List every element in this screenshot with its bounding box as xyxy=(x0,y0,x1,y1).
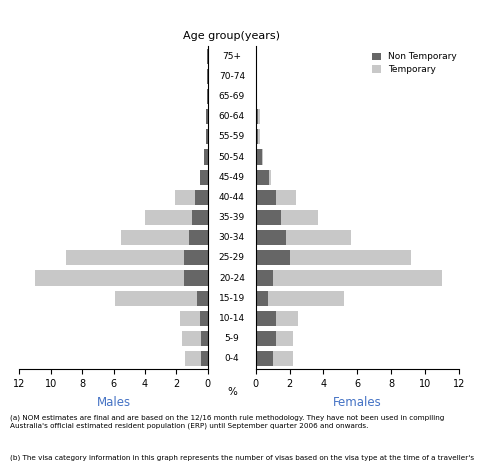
Bar xyxy=(35,271,208,286)
Bar xyxy=(207,48,208,64)
Bar xyxy=(115,290,208,306)
Text: (b) The visa category information in this graph represents the number of visas b: (b) The visa category information in thi… xyxy=(10,454,474,461)
Bar xyxy=(256,210,281,225)
Bar xyxy=(256,69,257,84)
Bar xyxy=(256,109,260,124)
Text: 55-59: 55-59 xyxy=(219,132,245,142)
Bar xyxy=(256,351,272,366)
Bar xyxy=(256,129,258,144)
Bar xyxy=(201,351,208,366)
Text: Females: Females xyxy=(333,396,381,409)
Bar xyxy=(256,271,272,286)
Bar xyxy=(196,190,208,205)
Bar xyxy=(256,351,293,366)
Bar xyxy=(192,210,208,225)
Bar xyxy=(206,89,208,104)
Text: (a) NOM estimates are final and are based on the 12/16 month rule methodology. T: (a) NOM estimates are final and are base… xyxy=(10,415,444,429)
Bar xyxy=(201,331,208,346)
Bar xyxy=(256,190,276,205)
Text: 35-39: 35-39 xyxy=(219,213,245,222)
Bar xyxy=(256,230,286,245)
Bar xyxy=(200,170,208,185)
Bar xyxy=(256,69,257,84)
Bar xyxy=(256,311,276,326)
Bar xyxy=(200,311,208,326)
Bar xyxy=(206,129,208,144)
Bar xyxy=(256,230,350,245)
Bar xyxy=(66,250,208,266)
Text: 75+: 75+ xyxy=(222,52,241,61)
Bar xyxy=(180,311,208,326)
Bar xyxy=(185,271,208,286)
Bar xyxy=(207,48,208,64)
Bar xyxy=(256,290,268,306)
Text: 45-49: 45-49 xyxy=(219,173,245,182)
Text: 5-9: 5-9 xyxy=(225,334,239,343)
Bar xyxy=(256,170,271,185)
Bar xyxy=(206,129,208,144)
Text: 25-29: 25-29 xyxy=(219,254,245,262)
Text: 40-44: 40-44 xyxy=(219,193,245,202)
Bar xyxy=(256,170,269,185)
Bar xyxy=(256,129,260,144)
Bar xyxy=(185,351,208,366)
Text: Age group(years): Age group(years) xyxy=(184,31,280,41)
Bar xyxy=(256,311,298,326)
Bar xyxy=(256,149,263,165)
Bar xyxy=(256,250,412,266)
Bar xyxy=(256,89,257,104)
Bar xyxy=(185,250,208,266)
Bar xyxy=(256,271,442,286)
Text: 0-4: 0-4 xyxy=(225,354,239,363)
Bar xyxy=(197,290,208,306)
Text: 30-34: 30-34 xyxy=(219,233,245,242)
Bar xyxy=(256,331,276,346)
Bar xyxy=(204,149,208,165)
Bar xyxy=(206,89,208,104)
Text: 65-69: 65-69 xyxy=(219,92,245,101)
Bar xyxy=(200,170,208,185)
Bar xyxy=(206,109,208,124)
Bar xyxy=(256,331,293,346)
Text: 20-24: 20-24 xyxy=(219,273,245,283)
Legend: Non Temporary, Temporary: Non Temporary, Temporary xyxy=(370,51,458,76)
Bar xyxy=(256,109,258,124)
Bar xyxy=(121,230,208,245)
Bar xyxy=(145,210,208,225)
Bar xyxy=(256,290,344,306)
Text: 15-19: 15-19 xyxy=(219,294,245,303)
Bar xyxy=(256,48,257,64)
Bar xyxy=(256,210,318,225)
Text: 70-74: 70-74 xyxy=(219,72,245,81)
Bar xyxy=(256,149,261,165)
Bar xyxy=(206,109,208,124)
Bar xyxy=(175,190,208,205)
Bar xyxy=(256,250,290,266)
Bar xyxy=(256,89,257,104)
Bar xyxy=(206,69,208,84)
Text: 50-54: 50-54 xyxy=(219,153,245,161)
Text: %: % xyxy=(227,387,237,397)
Bar xyxy=(256,190,296,205)
Text: 60-64: 60-64 xyxy=(219,112,245,121)
Text: Males: Males xyxy=(97,396,130,409)
Bar xyxy=(204,149,208,165)
Bar xyxy=(206,69,208,84)
Bar xyxy=(256,48,257,64)
Text: 10-14: 10-14 xyxy=(219,314,245,323)
Bar xyxy=(182,331,208,346)
Bar xyxy=(189,230,208,245)
